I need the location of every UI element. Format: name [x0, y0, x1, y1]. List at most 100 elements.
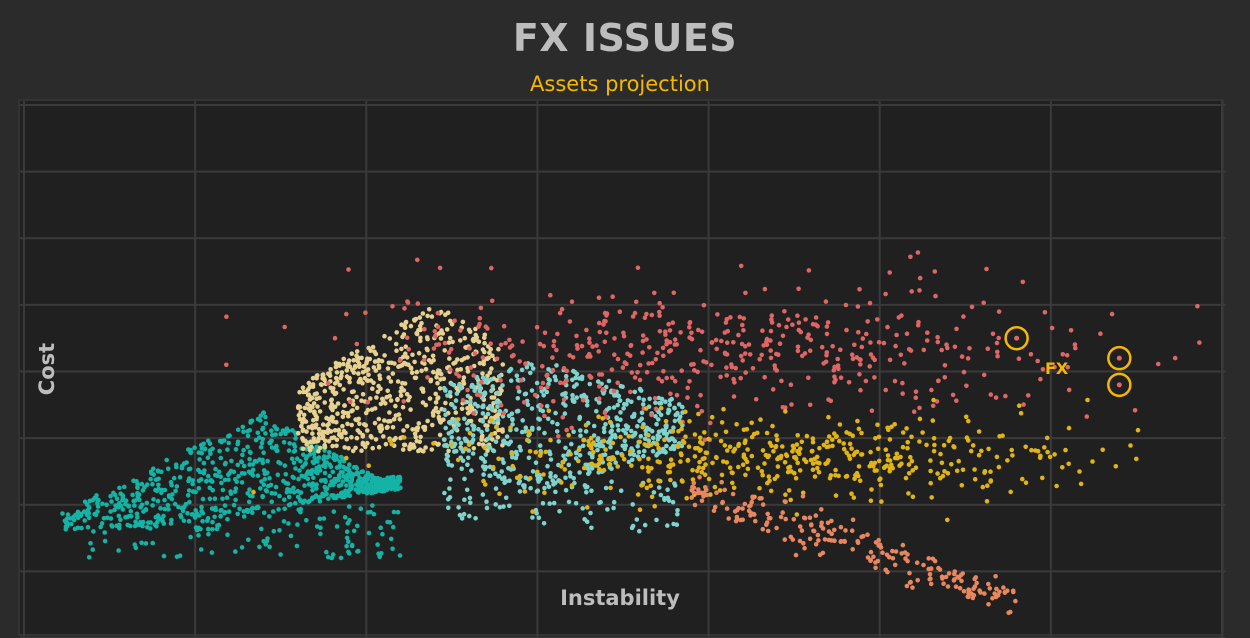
- data-point: [355, 549, 360, 554]
- data-point: [644, 337, 649, 342]
- data-point: [433, 400, 439, 405]
- data-point: [609, 466, 614, 472]
- data-point: [587, 336, 592, 341]
- data-point: [1023, 480, 1029, 486]
- data-point: [1197, 340, 1202, 345]
- data-point: [529, 406, 535, 411]
- data-point: [880, 550, 885, 555]
- data-point: [410, 427, 415, 432]
- data-point: [365, 399, 371, 405]
- data-point: [857, 287, 862, 292]
- data-point: [448, 367, 453, 372]
- data-point: [545, 463, 550, 469]
- data-point: [325, 430, 331, 436]
- data-point: [703, 450, 709, 456]
- data-point: [514, 427, 519, 432]
- data-point: [796, 327, 802, 333]
- data-point: [302, 405, 308, 411]
- data-point: [222, 503, 228, 508]
- data-point: [917, 275, 923, 281]
- data-point: [399, 362, 405, 368]
- data-point: [921, 562, 926, 568]
- data-point: [885, 324, 890, 330]
- data-point: [399, 385, 404, 391]
- data-point: [428, 377, 434, 383]
- data-point: [188, 448, 193, 453]
- data-point: [743, 370, 748, 375]
- data-point: [515, 385, 521, 390]
- series-cluster-3: [441, 361, 685, 534]
- data-point: [400, 404, 406, 410]
- data-point: [317, 494, 323, 500]
- data-point: [454, 385, 460, 391]
- data-point: [325, 381, 331, 386]
- data-point: [468, 365, 474, 370]
- data-point: [585, 354, 590, 359]
- data-point: [384, 425, 390, 431]
- data-point: [156, 482, 161, 488]
- data-point: [447, 390, 453, 395]
- data-point: [689, 362, 694, 367]
- data-point: [601, 429, 607, 435]
- data-point: [225, 517, 230, 522]
- data-point: [355, 358, 361, 364]
- data-point: [171, 475, 177, 481]
- data-point: [102, 538, 108, 544]
- data-point: [587, 381, 593, 387]
- data-point: [782, 537, 788, 542]
- data-point: [606, 378, 612, 384]
- data-point: [548, 457, 554, 462]
- data-point: [399, 322, 404, 327]
- data-point: [724, 340, 730, 345]
- data-point: [708, 492, 713, 497]
- data-point: [981, 372, 987, 378]
- data-point: [131, 498, 136, 504]
- data-point: [317, 499, 323, 504]
- data-point: [220, 487, 226, 493]
- data-point: [288, 501, 293, 507]
- data-point: [417, 315, 423, 320]
- data-point: [300, 437, 306, 442]
- data-point: [336, 473, 342, 478]
- data-point: [844, 450, 849, 456]
- data-point: [472, 388, 478, 394]
- data-point: [345, 421, 350, 427]
- data-point: [341, 387, 346, 392]
- data-point: [646, 432, 651, 438]
- data-point: [551, 343, 556, 349]
- data-point: [529, 362, 534, 368]
- data-point: [976, 452, 982, 458]
- data-point: [932, 558, 938, 564]
- data-point: [164, 457, 169, 463]
- data-point: [960, 571, 965, 576]
- data-point: [504, 434, 510, 439]
- data-point: [190, 478, 196, 483]
- data-point: [332, 381, 338, 386]
- data-point: [542, 330, 548, 336]
- data-point: [589, 466, 595, 471]
- data-point: [672, 438, 678, 444]
- data-point: [239, 471, 245, 476]
- data-point: [490, 384, 496, 389]
- data-point: [727, 444, 733, 450]
- data-point: [347, 379, 352, 385]
- data-point: [559, 306, 565, 312]
- data-point: [343, 492, 349, 498]
- data-point: [729, 470, 735, 475]
- data-point: [851, 495, 857, 500]
- data-point: [364, 479, 369, 485]
- data-point: [697, 435, 703, 441]
- series-cluster-1: [60, 410, 403, 561]
- data-point: [1172, 355, 1178, 361]
- data-point: [645, 465, 651, 470]
- data-point: [501, 410, 507, 416]
- data-point: [1045, 449, 1050, 455]
- data-point: [233, 477, 238, 482]
- data-point: [768, 348, 773, 353]
- data-point: [400, 447, 406, 452]
- data-point: [258, 486, 263, 491]
- data-point: [541, 521, 547, 526]
- data-point: [996, 309, 1002, 314]
- data-point: [499, 476, 505, 482]
- data-point: [188, 534, 193, 540]
